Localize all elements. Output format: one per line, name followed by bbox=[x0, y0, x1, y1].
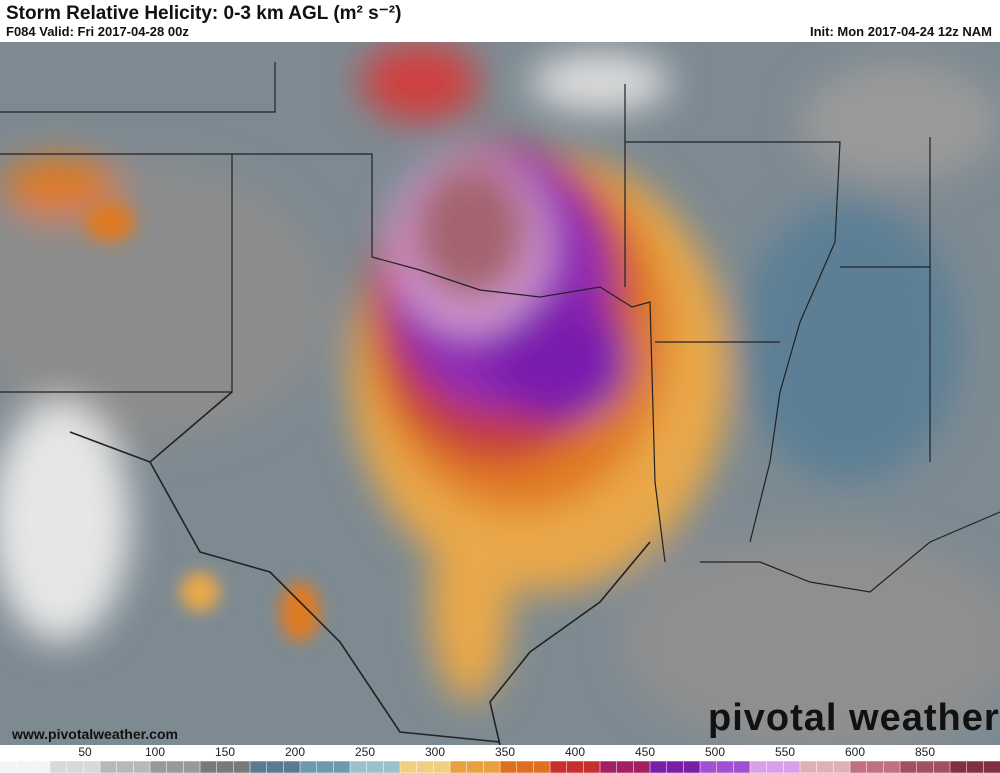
legend-swatch bbox=[266, 760, 285, 773]
legend-label: 150 bbox=[215, 745, 235, 759]
legend-swatch bbox=[449, 760, 468, 773]
legend-swatch bbox=[333, 760, 351, 773]
legend-swatch bbox=[183, 760, 201, 773]
color-legend: 50 100 150 200 250 300 350 400 450 500 550 600 850 bbox=[0, 745, 1000, 773]
legend-swatch bbox=[799, 760, 818, 773]
legend-swatch bbox=[283, 760, 301, 773]
legend-swatch bbox=[199, 760, 218, 773]
map-title: Storm Relative Helicity: 0-3 km AGL (m² … bbox=[6, 3, 402, 24]
legend-swatch bbox=[816, 760, 835, 773]
legend-label: 200 bbox=[285, 745, 305, 759]
legend-swatch bbox=[416, 760, 435, 773]
legend-swatch bbox=[833, 760, 851, 773]
legend-swatch bbox=[49, 760, 68, 773]
legend-swatch bbox=[149, 760, 168, 773]
legend-swatch bbox=[666, 760, 685, 773]
legend-swatch bbox=[99, 760, 118, 773]
legend-swatch bbox=[933, 760, 951, 773]
website: www.pivotalweather.com bbox=[12, 726, 178, 742]
legend-swatch bbox=[66, 760, 85, 773]
legend-label: 100 bbox=[145, 745, 165, 759]
valid-time: F084 Valid: Fri 2017-04-28 00z bbox=[6, 24, 189, 39]
legend-swatch bbox=[749, 760, 768, 773]
legend-swatch bbox=[583, 760, 601, 773]
legend-label: 600 bbox=[845, 745, 865, 759]
legend-swatch bbox=[949, 760, 968, 773]
legend-swatch bbox=[566, 760, 585, 773]
legend-swatch bbox=[616, 760, 635, 773]
legend-swatch bbox=[299, 760, 318, 773]
legend-swatch bbox=[499, 760, 518, 773]
legend-swatch bbox=[549, 760, 568, 773]
legend-swatch bbox=[349, 760, 368, 773]
legend-swatch bbox=[683, 760, 701, 773]
legend-swatch bbox=[866, 760, 885, 773]
legend-label: 500 bbox=[705, 745, 725, 759]
legend-swatch bbox=[916, 760, 935, 773]
legend-swatch bbox=[249, 760, 268, 773]
legend-label: 450 bbox=[635, 745, 655, 759]
legend-swatch bbox=[483, 760, 501, 773]
legend-label: 400 bbox=[565, 745, 585, 759]
legend-swatch bbox=[883, 760, 901, 773]
legend-swatch bbox=[16, 760, 35, 773]
legend-label: 300 bbox=[425, 745, 445, 759]
legend-swatch bbox=[516, 760, 535, 773]
legend-swatch bbox=[133, 760, 151, 773]
legend-swatch bbox=[783, 760, 801, 773]
legend-swatch bbox=[233, 760, 251, 773]
legend-swatch bbox=[649, 760, 668, 773]
legend-swatch bbox=[633, 760, 651, 773]
legend-swatch bbox=[0, 760, 18, 773]
legend-swatch bbox=[899, 760, 918, 773]
legend-swatch bbox=[966, 760, 985, 773]
legend-label: 50 bbox=[78, 745, 92, 759]
legend-swatch bbox=[849, 760, 868, 773]
legend-swatch bbox=[599, 760, 618, 773]
legend-swatch bbox=[83, 760, 101, 773]
legend-swatch bbox=[699, 760, 718, 773]
legend-swatch bbox=[116, 760, 135, 773]
legend-swatch bbox=[766, 760, 785, 773]
legend-swatch bbox=[166, 760, 185, 773]
legend-label: 550 bbox=[775, 745, 795, 759]
legend-swatch bbox=[533, 760, 551, 773]
legend-swatch bbox=[383, 760, 401, 773]
legend-swatch bbox=[33, 760, 51, 773]
legend-swatch bbox=[983, 760, 1000, 773]
logo: pivotal weather bbox=[708, 697, 1000, 739]
legend-swatch bbox=[466, 760, 485, 773]
legend-swatch bbox=[716, 760, 735, 773]
legend-swatch bbox=[399, 760, 418, 773]
legend-swatch bbox=[433, 760, 451, 773]
legend-swatch bbox=[316, 760, 335, 773]
legend-label: 350 bbox=[495, 745, 515, 759]
legend-swatch bbox=[216, 760, 235, 773]
legend-label: 850 bbox=[915, 745, 935, 759]
legend-label: 250 bbox=[355, 745, 375, 759]
legend-swatch bbox=[366, 760, 385, 773]
map bbox=[0, 42, 1000, 745]
init-time: Init: Mon 2017-04-24 12z NAM bbox=[809, 24, 992, 39]
legend-swatch bbox=[733, 760, 751, 773]
